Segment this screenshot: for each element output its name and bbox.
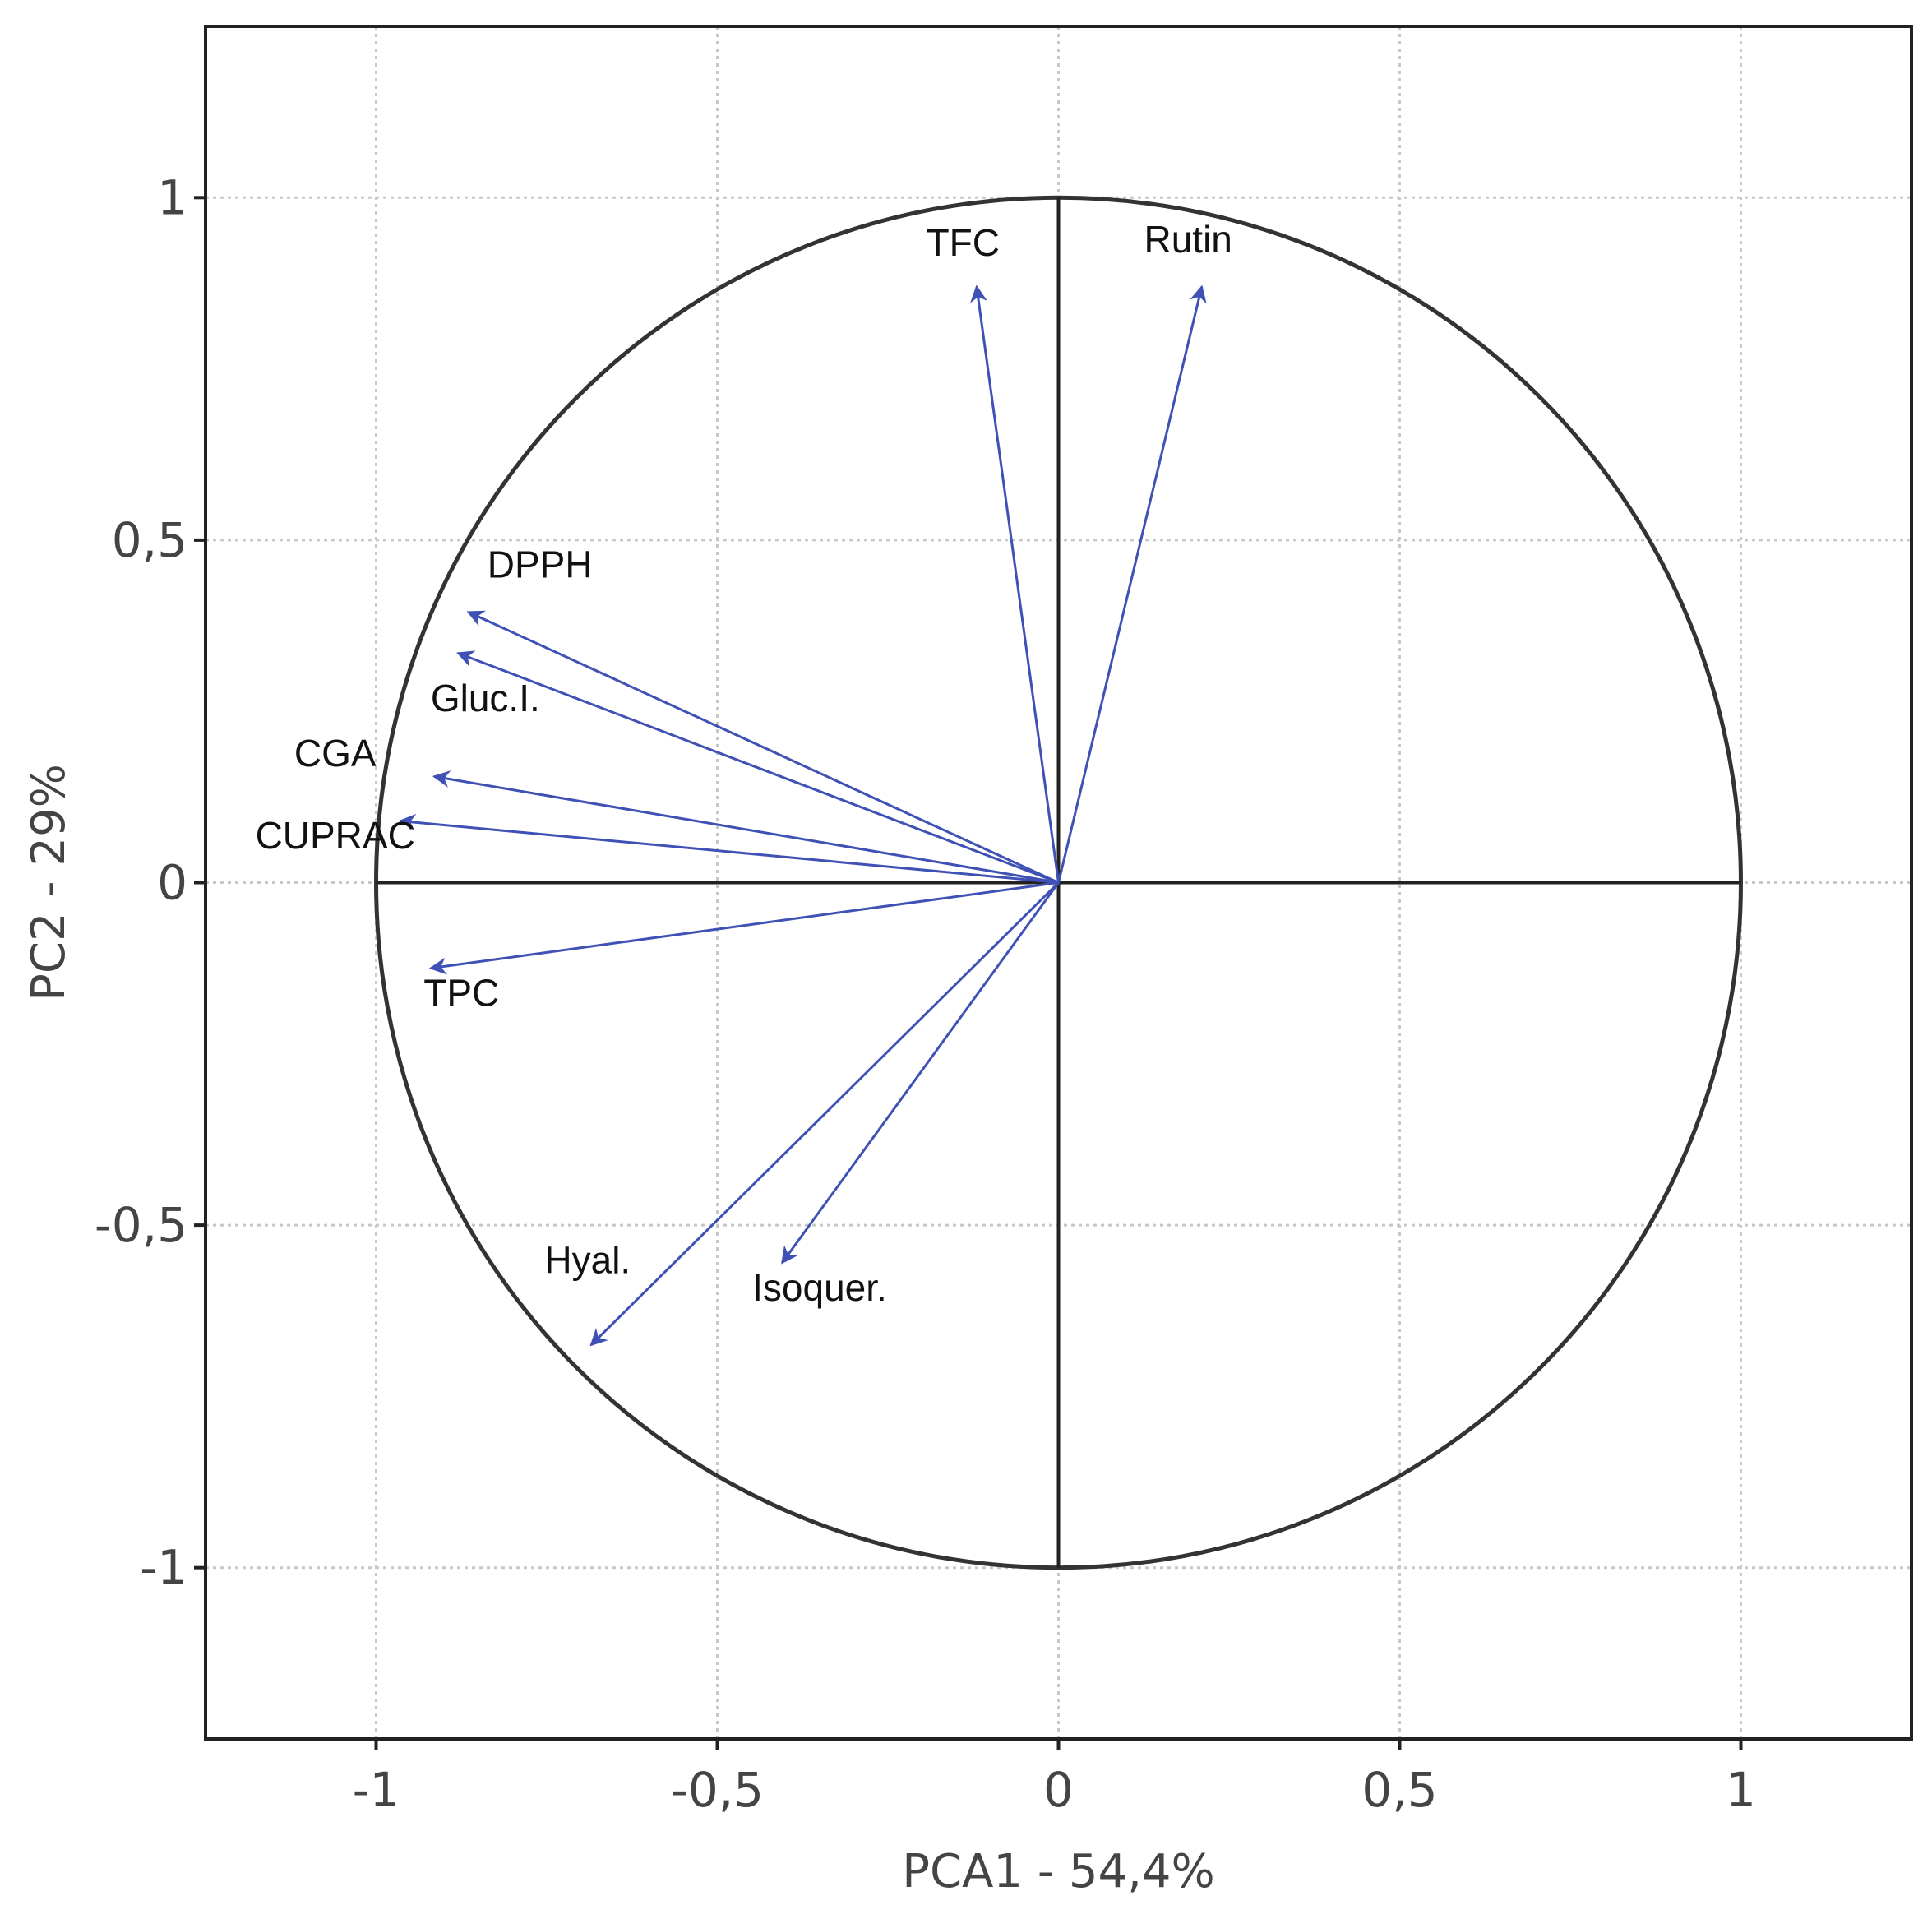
vector-arrow — [432, 770, 1059, 884]
vector-arrow — [398, 813, 1059, 884]
vector-arrow — [1057, 284, 1207, 883]
y-axis-label: PC2 - 29% — [22, 764, 76, 1001]
vector-arrow — [970, 284, 1060, 883]
vector-label: TPC — [423, 971, 499, 1014]
vector-label: Isoquer. — [752, 1266, 887, 1309]
x-tick-label: -0,5 — [671, 1762, 764, 1818]
y-tick-label: 1 — [157, 169, 187, 225]
x-axis-label: PCA1 - 54,4% — [902, 1845, 1215, 1898]
y-tick-label: -0,5 — [95, 1197, 187, 1253]
vector-labels: TFC Rutin DPPH Gluc.I. CGA CUPRAC TPC Hyal. Isoq… — [256, 218, 1232, 1309]
vector-label: Hyal. — [544, 1238, 631, 1281]
vector-arrow — [428, 881, 1059, 975]
vector-label: TFC — [927, 221, 1000, 264]
vector-label: CUPRAC — [256, 814, 415, 857]
vector-arrow — [456, 650, 1060, 884]
vector-label: Rutin — [1144, 218, 1232, 261]
x-tick-label: 1 — [1726, 1762, 1756, 1818]
vector-label: DPPH — [488, 543, 593, 586]
x-tick-label: 0,5 — [1361, 1762, 1437, 1818]
y-tick-label: -1 — [140, 1540, 187, 1596]
y-tick-label: 0,5 — [112, 512, 187, 568]
y-tick-label: 0 — [157, 855, 187, 911]
vector-arrow — [589, 881, 1060, 1347]
axis-ticks: -1 -0,5 0 0,5 1 1 0,5 0 -0,5 -1 — [95, 169, 1756, 1818]
x-tick-label: -1 — [353, 1762, 400, 1818]
loading-vectors — [398, 284, 1207, 1347]
vector-label: Gluc.I. — [431, 677, 540, 719]
x-tick-label: 0 — [1043, 1762, 1074, 1818]
vector-label: CGA — [294, 732, 377, 774]
vector-arrow — [781, 881, 1060, 1265]
vector-arrow — [466, 610, 1060, 884]
